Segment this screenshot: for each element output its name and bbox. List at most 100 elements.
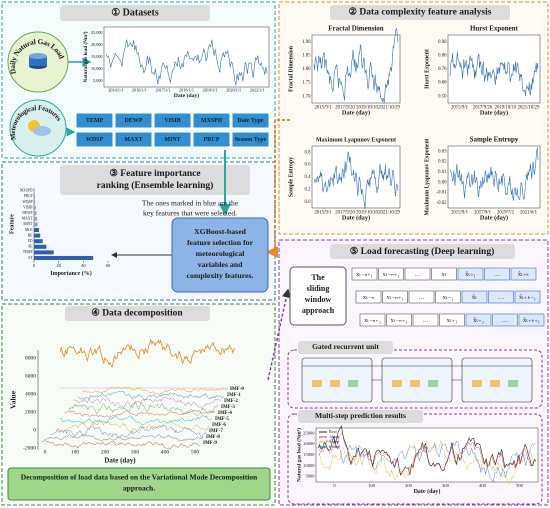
feature-label: FD bbox=[28, 239, 33, 243]
x-tick-label: 2016/1/1 bbox=[132, 88, 147, 93]
gate bbox=[472, 380, 482, 387]
x-tick-label: 2019/1/1 bbox=[203, 88, 218, 93]
x-tick-label: 2021/10/29 bbox=[378, 105, 400, 110]
y-tick-label: 1.75 bbox=[302, 81, 311, 86]
token-box bbox=[382, 290, 408, 304]
feature-label: VISIB bbox=[164, 118, 180, 124]
feature-cell bbox=[114, 112, 153, 129]
note: The ones marked in blue are the bbox=[142, 199, 239, 208]
x-tick-label: 2019/10/10 bbox=[356, 105, 378, 110]
y-tick-label: -0.01 bbox=[437, 191, 448, 196]
panel-title: ⑤ Load forecasting (Deep learning) bbox=[350, 246, 495, 257]
feature-label: DEWP bbox=[125, 118, 143, 124]
feature-label: MAXT bbox=[124, 137, 142, 143]
window-text: approach bbox=[302, 306, 335, 315]
panel-title: ② Data complexity feature analysis bbox=[349, 7, 492, 18]
y-tick-label: 0.6 bbox=[305, 163, 312, 168]
x-tick-label: 300 bbox=[442, 483, 450, 488]
plot-title: Fractal Dimension bbox=[328, 25, 384, 33]
y-tick-label: -2000 bbox=[23, 445, 36, 451]
window-text: sliding bbox=[307, 284, 330, 293]
feature-label: SE bbox=[28, 245, 33, 249]
y-tick-label: 15000 bbox=[303, 452, 315, 457]
decorative-series bbox=[41, 438, 201, 450]
arrow bbox=[266, 119, 290, 258]
y-tick-label: 15,000 bbox=[91, 54, 103, 60]
y-tick-label: 20,000 bbox=[91, 42, 103, 48]
decorative-series bbox=[59, 338, 236, 368]
feature-label: TEMP bbox=[23, 250, 33, 254]
x-tick-label: 40 bbox=[81, 263, 86, 268]
bar bbox=[34, 250, 54, 255]
title-box bbox=[330, 5, 510, 20]
y-tick-label: 25,000 bbox=[91, 30, 103, 36]
title-box bbox=[60, 165, 250, 195]
caption: Decomposition of load data based on the … bbox=[21, 473, 258, 482]
legend-label: Real bbox=[329, 429, 338, 434]
y-tick-label: 10,000 bbox=[91, 66, 103, 72]
y-tick-label: 0.4 bbox=[305, 175, 312, 180]
decorative-series bbox=[318, 431, 536, 475]
x-tick-label: 2015/9/1 bbox=[451, 105, 469, 110]
x-axis-label: Date (day) bbox=[174, 92, 200, 99]
y-tick-label: 2000 bbox=[25, 409, 36, 415]
y-tick-label: 1.85 bbox=[302, 53, 311, 58]
imf-label: IMF-1 bbox=[227, 393, 241, 398]
token-box bbox=[359, 313, 386, 327]
gru-flow bbox=[302, 365, 532, 381]
x-tick-label: 20 bbox=[56, 263, 61, 268]
decorative-series bbox=[50, 424, 207, 439]
token-box bbox=[484, 267, 510, 281]
y-axis-label: Maximum Lyapunov Exponent bbox=[424, 138, 430, 215]
imf-label: IMF-4 bbox=[218, 411, 232, 416]
x-tick-label: 2015/9/1 bbox=[451, 210, 469, 215]
feature-cell bbox=[153, 112, 192, 129]
y-tick-label: 0.90 bbox=[438, 40, 447, 45]
token-box bbox=[518, 313, 545, 327]
decorative-series bbox=[59, 414, 213, 426]
x-tick-label: 2022/1/1 bbox=[250, 88, 265, 93]
feature-label: Date Type bbox=[238, 118, 264, 124]
decorative-series bbox=[82, 386, 228, 395]
feature-label: WDSP bbox=[86, 137, 104, 143]
x-tick-label: 2020/1/1 bbox=[226, 88, 241, 93]
token: xₜ₊₁ bbox=[447, 317, 458, 324]
panel-title: ③ Feature importance bbox=[109, 168, 200, 179]
icon bbox=[29, 53, 47, 59]
feature-label: TEMP bbox=[86, 118, 104, 124]
token-box bbox=[351, 267, 378, 281]
token-box bbox=[492, 313, 518, 327]
imf-label: IMF-5 bbox=[215, 417, 229, 422]
gate bbox=[312, 380, 322, 387]
bar bbox=[34, 256, 94, 260]
x-tick-label: 2021/10/29 bbox=[378, 210, 400, 215]
gate bbox=[490, 380, 500, 387]
y-tick-label: 5,000 bbox=[93, 78, 102, 84]
token: … bbox=[422, 317, 429, 324]
x-tick-label: 2017/9/1 bbox=[474, 210, 492, 215]
x-tick-label: 2019/7/2 bbox=[497, 210, 515, 215]
bar bbox=[34, 188, 35, 193]
token-box bbox=[355, 290, 382, 304]
decorative-series bbox=[318, 440, 536, 484]
feature-cell bbox=[231, 112, 270, 129]
x-tick-label: 100 bbox=[368, 483, 376, 488]
gru-cells bbox=[301, 357, 533, 403]
window-text: window bbox=[305, 295, 332, 304]
y-axis-label: Fractal Dimension bbox=[288, 45, 294, 92]
legend-label: 3-step bbox=[329, 439, 339, 444]
plot-title: Sample Entropy bbox=[470, 136, 519, 144]
decorative-series bbox=[449, 51, 539, 97]
panel-title: ① Datasets bbox=[111, 7, 159, 18]
feature-label: PRCP bbox=[204, 137, 220, 143]
bar bbox=[34, 205, 36, 210]
bar bbox=[34, 228, 39, 232]
y-axis-label: Feature bbox=[9, 214, 15, 234]
y-tick-label: 0.80 bbox=[438, 53, 447, 58]
token: x̂ₜ₊ₖ bbox=[517, 271, 529, 278]
feature-cell bbox=[192, 131, 231, 148]
decorative-series bbox=[73, 395, 222, 410]
y-tick-label: 1.70 bbox=[302, 94, 311, 99]
token: xₜ₋ₙ₊₁ bbox=[356, 271, 373, 278]
xgb-text: feature selection for bbox=[187, 238, 254, 247]
